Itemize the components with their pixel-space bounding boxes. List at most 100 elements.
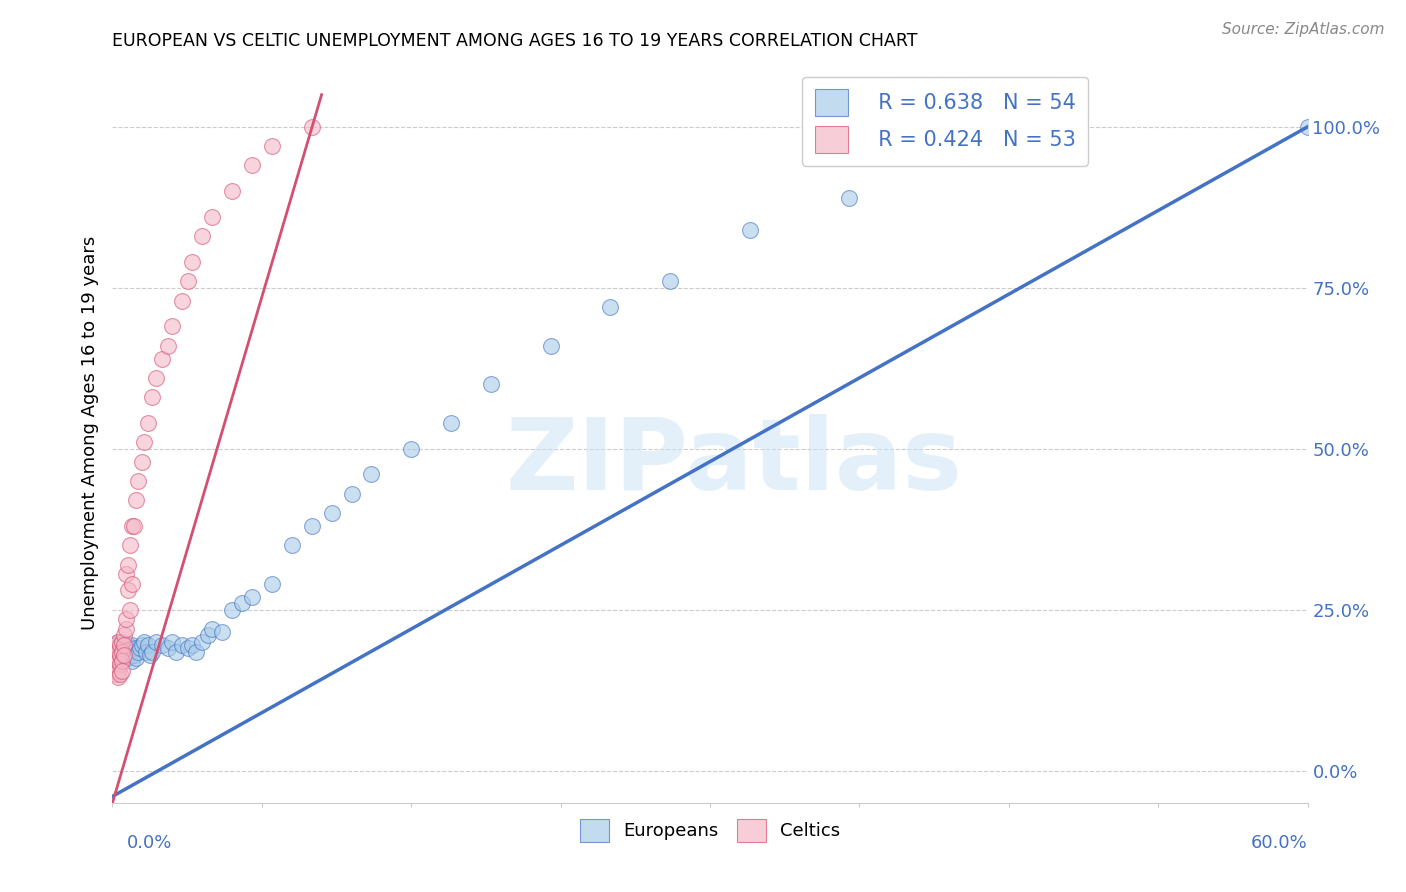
Point [121,638,143,652]
Point [301,519,323,533]
Point [107,644,129,658]
Point [124,519,146,533]
Point [114,638,135,652]
Point [186,644,208,658]
Point [738,223,761,237]
Point [103,664,125,678]
Text: EUROPEAN VS CELTIC UNEMPLOYMENT AMONG AGES 16 TO 19 YEARS CORRELATION CHART: EUROPEAN VS CELTIC UNEMPLOYMENT AMONG AG… [112,32,918,50]
Point [177,274,200,288]
Point [201,622,224,636]
Point [221,602,243,616]
Point [138,638,160,652]
Point [240,158,263,172]
Point [117,583,139,598]
Y-axis label: Unemployment Among Ages 16 to 19 years: Unemployment Among Ages 16 to 19 years [80,235,98,630]
Point [440,416,463,430]
Point [301,120,323,134]
Point [107,635,129,649]
Point [145,371,167,385]
Point [134,635,156,649]
Point [103,657,125,672]
Point [105,657,128,672]
Point [110,648,132,662]
Point [115,648,138,662]
Point [115,622,138,636]
Point [177,641,200,656]
Point [115,567,138,582]
Point [120,641,142,656]
Point [125,641,148,656]
Point [111,644,134,658]
Point [117,638,139,652]
Point [110,657,132,672]
Point [191,635,214,649]
Text: ZIPatlas: ZIPatlas [506,414,962,511]
Point [162,635,183,649]
Point [127,474,149,488]
Point [107,635,129,649]
Point [131,454,153,468]
Point [120,538,142,552]
Point [260,139,283,153]
Point [141,644,163,658]
Point [1296,120,1319,134]
Point [281,538,304,552]
Point [340,487,363,501]
Point [121,654,143,668]
Point [111,664,134,678]
Point [838,191,860,205]
Point [111,654,134,668]
Point [117,651,139,665]
Point [172,638,194,652]
Point [221,184,243,198]
Point [141,390,163,404]
Point [107,670,129,684]
Point [105,648,128,662]
Point [111,635,134,649]
Point [135,644,157,658]
Point [240,590,263,604]
Text: 0.0%: 0.0% [127,834,172,852]
Point [103,651,125,665]
Point [114,641,135,656]
Point [231,596,253,610]
Point [114,628,135,642]
Point [139,648,162,662]
Point [599,300,621,314]
Point [129,641,152,656]
Point [401,442,423,456]
Point [107,664,129,678]
Point [105,667,128,681]
Point [114,648,135,662]
Point [157,339,180,353]
Point [125,493,148,508]
Point [110,667,132,681]
Point [131,638,153,652]
Text: Source: ZipAtlas.com: Source: ZipAtlas.com [1222,22,1385,37]
Point [105,638,128,652]
Point [125,651,148,665]
Point [172,293,194,308]
Point [145,635,167,649]
Point [191,229,214,244]
Point [120,602,142,616]
Point [124,648,146,662]
Legend: Europeans, Celtics: Europeans, Celtics [572,812,848,849]
Point [107,654,129,668]
Point [201,210,224,224]
Point [103,644,125,658]
Point [181,638,204,652]
Point [110,638,132,652]
Point [105,638,128,652]
Point [157,641,180,656]
Point [360,467,382,482]
Point [127,644,149,658]
Point [540,339,562,353]
Point [162,319,183,334]
Point [115,612,138,626]
Point [111,644,134,658]
Point [181,255,204,269]
Point [165,644,187,658]
Point [211,625,233,640]
Point [117,558,139,572]
